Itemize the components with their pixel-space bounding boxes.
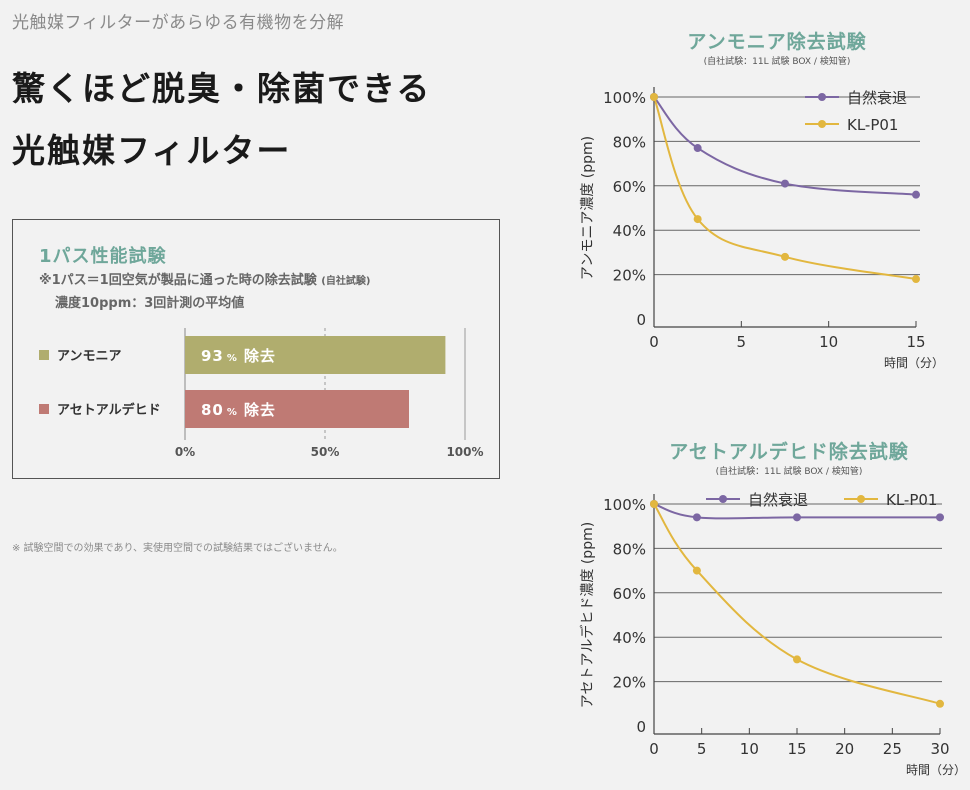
series-line-0 <box>653 503 940 520</box>
data-point-0 <box>936 513 944 522</box>
x-tick-label: 30 <box>930 740 949 758</box>
legend-marker-0 <box>818 93 826 101</box>
one-pass-performance-panel: 1パス性能試験 ※1パス＝1回空気が製品に通った時の除去試験 (自社試験) 濃度… <box>12 219 500 479</box>
bar-value-text: 除去 <box>244 347 276 365</box>
bar-value-unit: % <box>227 407 238 418</box>
one-pass-title: 1パス性能試験 <box>39 246 167 267</box>
legend-label-1: KL-P01 <box>847 116 898 134</box>
one-pass-note-text: ※1パス＝1回空気が製品に通った時の除去試験 <box>39 273 317 288</box>
x-tick-label: 15 <box>906 333 925 351</box>
y-axis-label: アセトアルデヒド濃度 (ppm) <box>579 522 596 708</box>
x-tick-label: 10 <box>740 740 759 758</box>
bar-value-text: 除去 <box>244 401 276 419</box>
data-point-1 <box>912 275 920 284</box>
series-line-1 <box>653 503 941 705</box>
chart-title: アセトアルデヒド除去試験 <box>669 440 908 463</box>
headline: 驚くほど脱臭・除菌できる 光触媒フィルター <box>12 58 431 182</box>
bar-value-label-1: 80% 除去 <box>201 401 276 419</box>
chart-subtitle: (自社試験：11L 試験 BOX / 検知管) <box>704 55 851 67</box>
one-pass-note: ※1パス＝1回空気が製品に通った時の除去試験 (自社試験) 濃度10ppm：3回… <box>39 270 370 315</box>
y-tick-label: 80% <box>613 540 646 558</box>
headline-line-2: 光触媒フィルター <box>12 131 292 170</box>
chart-subtitle: (自社試験：11L 試験 BOX / 検知管) <box>716 465 863 477</box>
one-pass-note-line-2: 濃度10ppm：3回計測の平均値 <box>55 296 245 311</box>
data-point-0 <box>912 190 920 199</box>
data-point-0 <box>781 179 789 188</box>
x-tick-label: 20 <box>835 740 854 758</box>
x-tick-label: 25 <box>883 740 902 758</box>
bar-value-label-0: 93% 除去 <box>201 347 276 365</box>
ammonia-line-chart: アンモニア除去試験 (自社試験：11L 試験 BOX / 検知管) 0 20% 40% 6… <box>580 30 944 370</box>
data-point-1 <box>650 93 658 101</box>
x-axis-label: 時間（分） <box>906 763 966 777</box>
bar-1 <box>185 390 409 428</box>
y-tick-label: 40% <box>613 222 646 240</box>
y-axis-label: アンモニア濃度 (ppm) <box>580 136 596 280</box>
data-point-1 <box>936 699 944 708</box>
x-tick-label: 15 <box>787 740 806 758</box>
data-point-1 <box>693 215 702 224</box>
y-tick-label: 100% <box>603 496 646 514</box>
legend-marker-1 <box>857 495 865 503</box>
bar-x-tick-label: 50% <box>311 445 340 459</box>
x-tick-label: 5 <box>697 740 707 758</box>
data-point-1 <box>793 655 801 664</box>
chart-title: アンモニア除去試験 <box>687 30 866 53</box>
y-tick-label: 80% <box>613 133 646 151</box>
y-tick-label: 0 <box>636 718 646 736</box>
category-label-1: アセトアルデヒド <box>57 402 161 418</box>
bar-x-tick-label: 0% <box>175 445 195 459</box>
category-swatch-0 <box>39 350 49 360</box>
bar-0 <box>185 336 446 374</box>
y-tick-label: 60% <box>613 585 646 603</box>
headline-line-1: 驚くほど脱臭・除菌できる <box>12 69 432 108</box>
legend-marker-0 <box>719 495 727 503</box>
legend-label-0: 自然衰退 <box>847 89 907 107</box>
y-tick-label: 20% <box>613 674 646 692</box>
bar-x-tick-label: 100% <box>446 445 483 459</box>
category-swatch-1 <box>39 404 49 414</box>
data-point-1 <box>781 252 789 261</box>
bar-value-number: 93 <box>201 347 224 365</box>
data-point-0 <box>793 513 801 522</box>
data-point-0 <box>692 513 701 522</box>
acetaldehyde-line-chart: アセトアルデヒド除去試験 (自社試験：11L 試験 BOX / 検知管) 0 20% 4… <box>579 440 966 777</box>
x-axis-label: 時間（分） <box>884 356 944 370</box>
series-line-0 <box>653 96 917 196</box>
data-point-1 <box>692 566 701 575</box>
eyebrow-text: 光触媒フィルターがあらゆる有機物を分解 <box>12 13 345 33</box>
data-point-0 <box>693 144 702 153</box>
disclaimer-note: ※ 試験空間での効果であり、実使用空間での試験結果ではございません。 <box>12 543 343 554</box>
y-tick-label: 40% <box>613 629 646 647</box>
data-point-1 <box>650 500 658 508</box>
category-label-0: アンモニア <box>57 349 121 364</box>
x-tick-label: 5 <box>737 333 747 351</box>
x-tick-label: 0 <box>649 333 659 351</box>
x-tick-label: 10 <box>819 333 838 351</box>
one-pass-note-small: (自社試験) <box>321 276 371 287</box>
one-pass-note-line-1: ※1パス＝1回空気が製品に通った時の除去試験 (自社試験) <box>39 270 370 293</box>
x-tick-label: 0 <box>649 740 659 758</box>
y-tick-label: 60% <box>613 178 646 196</box>
legend-label-0: 自然衰退 <box>748 491 808 509</box>
bar-value-number: 80 <box>201 401 224 419</box>
y-tick-label: 100% <box>603 89 646 107</box>
series-line-1 <box>653 96 917 281</box>
y-tick-label: 0 <box>636 311 646 329</box>
legend-label-1: KL-P01 <box>886 491 937 509</box>
y-tick-label: 20% <box>613 267 646 285</box>
legend-marker-1 <box>818 120 826 128</box>
bar-value-unit: % <box>227 353 238 364</box>
